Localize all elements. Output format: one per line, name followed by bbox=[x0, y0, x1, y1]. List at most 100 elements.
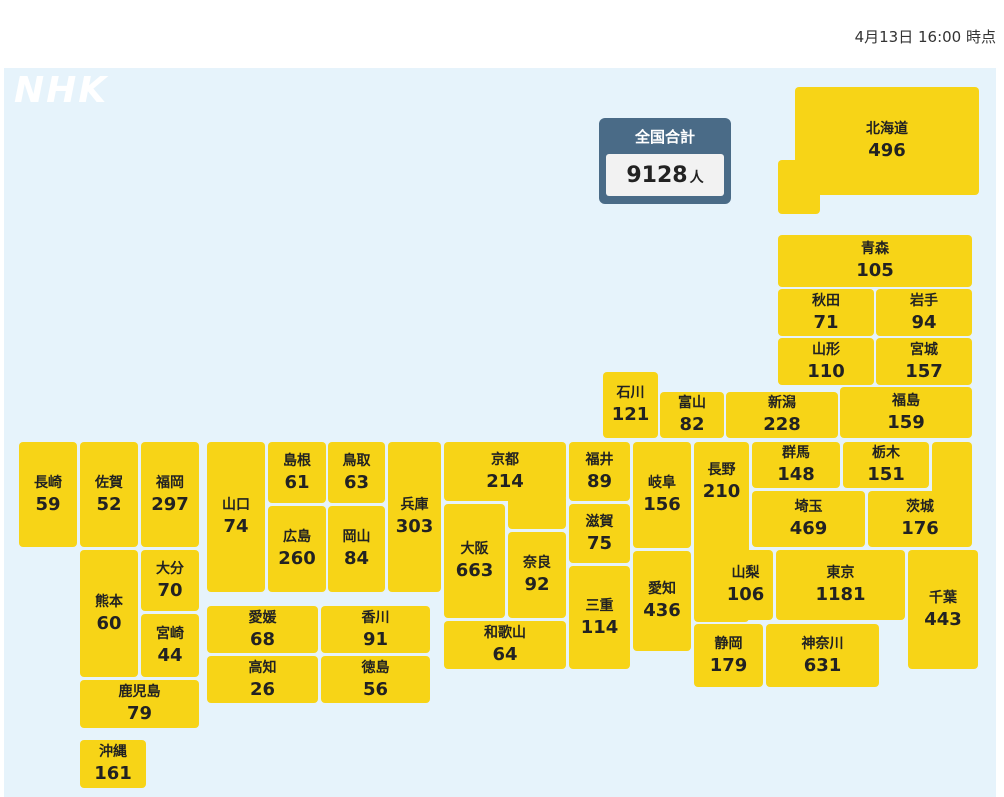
pref-saitama[interactable]: 埼玉 469 bbox=[752, 491, 865, 547]
pref-name: 埼玉 bbox=[794, 499, 823, 515]
pref-name: 岐阜 bbox=[648, 475, 676, 491]
pref-hokkaido-main[interactable]: 北海道 496 bbox=[795, 87, 979, 195]
pref-gunma[interactable]: 群馬 148 bbox=[752, 442, 840, 488]
pref-okayama[interactable]: 岡山 84 bbox=[328, 506, 385, 592]
pref-tokushima[interactable]: 徳島 56 bbox=[321, 656, 430, 703]
pref-ibaraki[interactable]: 茨城 176 bbox=[868, 491, 972, 547]
pref-toyama[interactable]: 富山 82 bbox=[660, 392, 724, 438]
pref-name: 宮城 bbox=[910, 341, 938, 358]
pref-name: 香川 bbox=[361, 609, 390, 626]
pref-oita[interactable]: 大分 70 bbox=[141, 550, 199, 611]
pref-count: 159 bbox=[887, 411, 925, 433]
pref-kyoto[interactable]: 京都 214 bbox=[444, 442, 566, 501]
pref-shizuoka[interactable]: 静岡 179 bbox=[694, 624, 763, 687]
pref-name: 岡山 bbox=[342, 529, 371, 545]
pref-name: 茨城 bbox=[906, 499, 934, 515]
pref-count: 56 bbox=[362, 678, 389, 700]
pref-name: 群馬 bbox=[782, 445, 810, 461]
pref-name: 長野 bbox=[707, 462, 736, 478]
pref-count: 92 bbox=[524, 574, 550, 595]
pref-kagoshima[interactable]: 鹿児島 79 bbox=[80, 680, 199, 728]
pref-name: 岩手 bbox=[910, 292, 938, 309]
pref-name: 京都 bbox=[491, 451, 519, 468]
pref-tokyo[interactable]: 東京 1181 bbox=[776, 550, 905, 620]
pref-wakayama[interactable]: 和歌山 64 bbox=[444, 621, 566, 669]
pref-count: 1181 bbox=[815, 584, 866, 605]
pref-name: 富山 bbox=[678, 395, 706, 411]
pref-count: 64 bbox=[492, 644, 518, 665]
pref-name: 愛知 bbox=[648, 581, 676, 597]
pref-count: 70 bbox=[157, 579, 183, 601]
pref-name: 沖縄 bbox=[99, 744, 127, 760]
pref-shimane[interactable]: 島根 61 bbox=[268, 442, 326, 503]
national-total-label: 全国合計 bbox=[634, 128, 695, 146]
pref-iwate[interactable]: 岩手 94 bbox=[876, 289, 972, 336]
national-total-box: 全国合計 9128 人 bbox=[599, 118, 731, 204]
pref-name: 秋田 bbox=[812, 292, 840, 309]
pref-nara[interactable]: 奈良 92 bbox=[508, 532, 566, 618]
pref-osaka[interactable]: 大阪 663 bbox=[444, 504, 505, 618]
national-total-value: 9128 bbox=[626, 162, 688, 188]
pref-aichi[interactable]: 愛知 436 bbox=[633, 551, 691, 651]
pref-tottori[interactable]: 鳥取 63 bbox=[328, 442, 385, 503]
pref-count: 84 bbox=[343, 548, 370, 569]
national-total-unit: 人 bbox=[689, 170, 704, 186]
pref-count: 44 bbox=[157, 644, 183, 666]
pref-hyogo[interactable]: 兵庫 303 bbox=[388, 442, 441, 592]
pref-count: 210 bbox=[702, 481, 741, 502]
pref-akita[interactable]: 秋田 71 bbox=[778, 289, 874, 336]
pref-fukushima[interactable]: 福島 159 bbox=[840, 387, 972, 438]
pref-gifu[interactable]: 岐阜 156 bbox=[633, 442, 691, 548]
pref-kagawa[interactable]: 香川 91 bbox=[321, 606, 430, 653]
pref-kanagawa[interactable]: 神奈川 631 bbox=[766, 624, 879, 687]
pref-count: 59 bbox=[35, 493, 61, 515]
pref-yamaguchi[interactable]: 山口 74 bbox=[207, 442, 265, 592]
pref-yamagata[interactable]: 山形 110 bbox=[778, 338, 874, 385]
pref-saga[interactable]: 佐賀 52 bbox=[80, 442, 138, 547]
pref-tochigi[interactable]: 栃木 151 bbox=[843, 442, 929, 488]
pref-count: 60 bbox=[96, 612, 122, 634]
pref-count: 436 bbox=[643, 600, 681, 621]
pref-name: 東京 bbox=[826, 565, 855, 581]
pref-name: 鳥取 bbox=[342, 452, 371, 469]
pref-shiga[interactable]: 滋賀 75 bbox=[569, 504, 630, 563]
pref-kumamoto[interactable]: 熊本 60 bbox=[80, 550, 138, 677]
pref-name: 鹿児島 bbox=[118, 684, 161, 700]
pref-name: 福井 bbox=[585, 451, 614, 468]
pref-ishikawa[interactable]: 石川 121 bbox=[603, 372, 658, 438]
pref-ehime[interactable]: 愛媛 68 bbox=[207, 606, 318, 653]
pref-name: 大阪 bbox=[460, 541, 489, 557]
pref-count: 228 bbox=[763, 414, 801, 435]
pref-kyoto-ext[interactable] bbox=[508, 495, 566, 529]
pref-name: 静岡 bbox=[714, 635, 743, 652]
pref-miyazaki[interactable]: 宮崎 44 bbox=[141, 614, 199, 677]
pref-name: 和歌山 bbox=[484, 625, 526, 641]
pref-name: 栃木 bbox=[872, 445, 900, 461]
pref-okinawa[interactable]: 沖縄 161 bbox=[80, 740, 146, 788]
pref-count: 214 bbox=[486, 470, 524, 492]
pref-aomori[interactable]: 青森 105 bbox=[778, 235, 972, 287]
pref-name: 兵庫 bbox=[400, 497, 429, 513]
pref-miyagi[interactable]: 宮城 157 bbox=[876, 338, 972, 385]
pref-count: 82 bbox=[679, 414, 705, 435]
pref-name: 愛媛 bbox=[248, 609, 277, 626]
pref-name: 熊本 bbox=[95, 593, 123, 610]
pref-count: 161 bbox=[94, 763, 132, 784]
pref-yamanashi[interactable]: 山梨 106 bbox=[718, 550, 773, 620]
pref-count: 631 bbox=[803, 654, 842, 676]
pref-count: 52 bbox=[96, 493, 122, 515]
pref-mie[interactable]: 三重 114 bbox=[569, 566, 630, 669]
pref-niigata[interactable]: 新潟 228 bbox=[726, 392, 838, 438]
nhk-logo: NHK bbox=[14, 70, 109, 111]
pref-kochi[interactable]: 高知 26 bbox=[207, 656, 318, 703]
pref-name: 神奈川 bbox=[801, 635, 844, 652]
pref-chiba[interactable]: 千葉 443 bbox=[908, 550, 978, 669]
pref-nagasaki[interactable]: 長崎 59 bbox=[19, 442, 77, 547]
pref-hiroshima[interactable]: 広島 260 bbox=[268, 506, 326, 592]
pref-fukuoka[interactable]: 福岡 297 bbox=[141, 442, 199, 547]
pref-name: 千葉 bbox=[929, 589, 957, 606]
pref-name: 福岡 bbox=[156, 474, 184, 491]
pref-name: 福島 bbox=[892, 392, 920, 409]
pref-name: 大分 bbox=[156, 560, 184, 577]
pref-fukui[interactable]: 福井 89 bbox=[569, 442, 630, 501]
